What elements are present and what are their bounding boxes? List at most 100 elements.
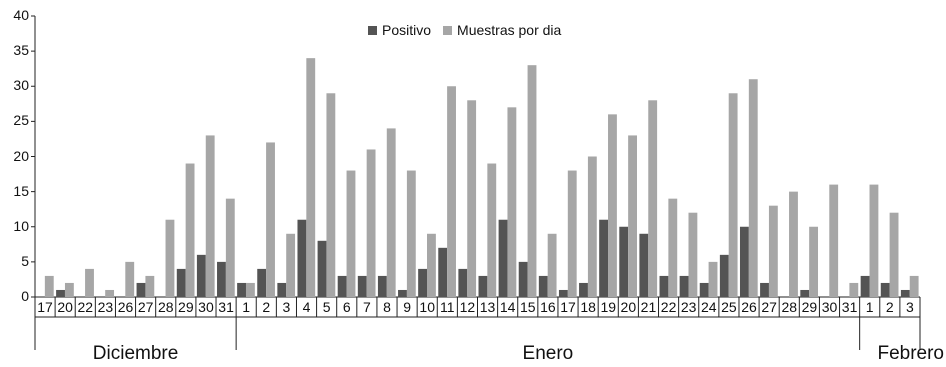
bar-positivo — [739, 226, 749, 297]
bar-positivo — [599, 219, 609, 297]
x-tick-label: 2 — [885, 299, 894, 315]
bar-positivo — [719, 254, 729, 297]
x-tick-label: 29 — [178, 299, 194, 315]
bar-muestras — [125, 261, 135, 297]
bar-muestras — [507, 107, 517, 297]
x-tick-label: 26 — [117, 299, 134, 315]
bar-positivo — [277, 282, 287, 297]
bar-muestras — [748, 79, 758, 297]
x-tick-label: 31 — [218, 299, 234, 315]
bar-positivo — [518, 261, 528, 297]
x-tick-label: 19 — [600, 299, 617, 315]
x-tick-label: 17 — [560, 299, 576, 315]
x-tick-label: 3 — [906, 299, 914, 315]
x-tick-label: 8 — [383, 299, 391, 315]
y-tick-label: 40 — [13, 7, 29, 23]
x-tick-label: 4 — [302, 299, 311, 315]
x-tick-label: 5 — [322, 299, 331, 315]
bar-positivo — [377, 275, 387, 297]
x-tick-label: 28 — [157, 299, 174, 315]
x-tick-label: 24 — [701, 299, 717, 315]
x-tick-label: 15 — [519, 299, 536, 315]
y-tick-label: 35 — [13, 42, 29, 59]
bar-muestras — [487, 163, 497, 297]
x-tick-label: 18 — [580, 299, 596, 315]
bar-positivo — [558, 289, 568, 297]
bar-muestras — [527, 65, 537, 297]
bar-muestras — [105, 289, 115, 297]
bar-muestras — [768, 205, 778, 297]
bar-positivo — [56, 289, 65, 297]
bar-muestras — [728, 93, 738, 298]
y-tick-label: 10 — [13, 217, 29, 234]
x-tick-label: 2 — [262, 299, 271, 315]
bar-muestras — [628, 135, 637, 297]
x-tick-label: 20 — [57, 299, 73, 315]
bar-muestras — [688, 212, 698, 297]
x-tick-label: 17 — [37, 299, 53, 315]
y-tick-label: 5 — [21, 252, 29, 269]
bar-muestras — [547, 233, 557, 297]
x-tick-label: 3 — [282, 299, 291, 315]
bar-positivo — [297, 219, 307, 297]
bar-muestras — [608, 114, 617, 297]
legend-swatch-positivo — [368, 25, 377, 35]
bar-positivo — [699, 282, 709, 297]
legend-item-muestras: Muestras por dia — [443, 22, 561, 38]
bar-positivo — [800, 289, 810, 297]
legend: Positivo Muestras por dia — [368, 22, 573, 38]
x-tick-label: 11 — [440, 299, 455, 315]
bar-muestras — [829, 184, 839, 297]
bar-positivo — [136, 282, 146, 297]
x-tick-label: 9 — [403, 299, 411, 315]
bar-positivo — [458, 268, 468, 297]
bar-muestras — [185, 163, 195, 297]
bar-positivo — [337, 275, 347, 297]
x-tick-label: 1 — [865, 299, 874, 315]
legend-item-positivo: Positivo — [368, 22, 431, 38]
bar-muestras — [708, 261, 718, 297]
bar-muestras — [809, 226, 819, 297]
y-tick-label: 30 — [13, 77, 29, 94]
x-tick-label: 22 — [77, 299, 94, 315]
bar-muestras — [44, 275, 54, 297]
bar-muestras — [366, 149, 376, 297]
bar-muestras — [668, 198, 678, 297]
bar-muestras — [326, 93, 336, 298]
bar-positivo — [579, 282, 588, 297]
y-tick-label: 15 — [13, 182, 29, 199]
x-tick-label: 6 — [342, 299, 351, 315]
bar-positivo — [900, 289, 910, 297]
bar-muestras — [145, 275, 155, 297]
bar-muestras — [266, 142, 275, 297]
x-tick-label: 31 — [841, 299, 858, 315]
bar-positivo — [880, 282, 890, 297]
x-tick-label: 30 — [821, 299, 838, 315]
bar-muestras — [427, 233, 436, 297]
bar-muestras — [306, 58, 316, 298]
bar-positivo — [639, 233, 649, 297]
bar-muestras — [225, 198, 235, 297]
bar-muestras — [909, 275, 919, 297]
y-tick-label: 25 — [13, 112, 29, 129]
bar-positivo — [217, 261, 226, 297]
x-tick-label: 13 — [479, 299, 496, 315]
bar-positivo — [619, 226, 629, 297]
x-tick-label: 26 — [741, 299, 757, 315]
bar-muestras — [64, 282, 74, 297]
y-tick-label: 20 — [13, 147, 29, 164]
bar-muestras — [648, 100, 658, 297]
month-label: Febrero — [877, 343, 944, 364]
x-tick-label: 10 — [419, 299, 435, 315]
x-tick-label: 25 — [721, 299, 737, 315]
bar-muestras — [346, 170, 356, 297]
bar-muestras — [386, 128, 396, 297]
bar-positivo — [679, 275, 689, 297]
bar-positivo — [659, 275, 669, 297]
bar-positivo — [257, 268, 267, 297]
bar-muestras — [406, 170, 416, 297]
bar-positivo — [317, 240, 327, 297]
bar-muestras — [467, 100, 477, 297]
bar-positivo — [398, 289, 407, 297]
